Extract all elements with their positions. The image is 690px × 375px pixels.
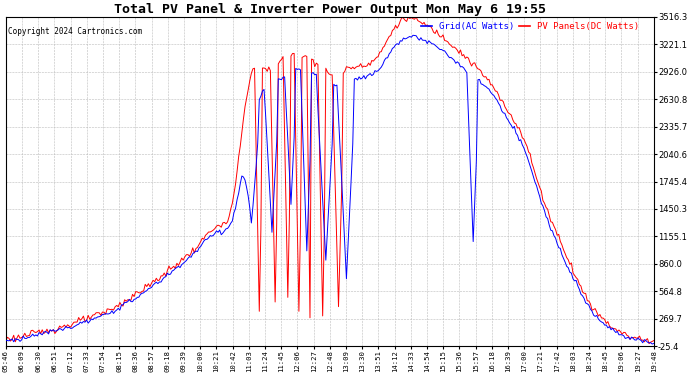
Text: Copyright 2024 Cartronics.com: Copyright 2024 Cartronics.com [8,27,142,36]
Legend: Grid(AC Watts), PV Panels(DC Watts): Grid(AC Watts), PV Panels(DC Watts) [417,18,643,34]
Title: Total PV Panel & Inverter Power Output Mon May 6 19:55: Total PV Panel & Inverter Power Output M… [114,3,546,16]
